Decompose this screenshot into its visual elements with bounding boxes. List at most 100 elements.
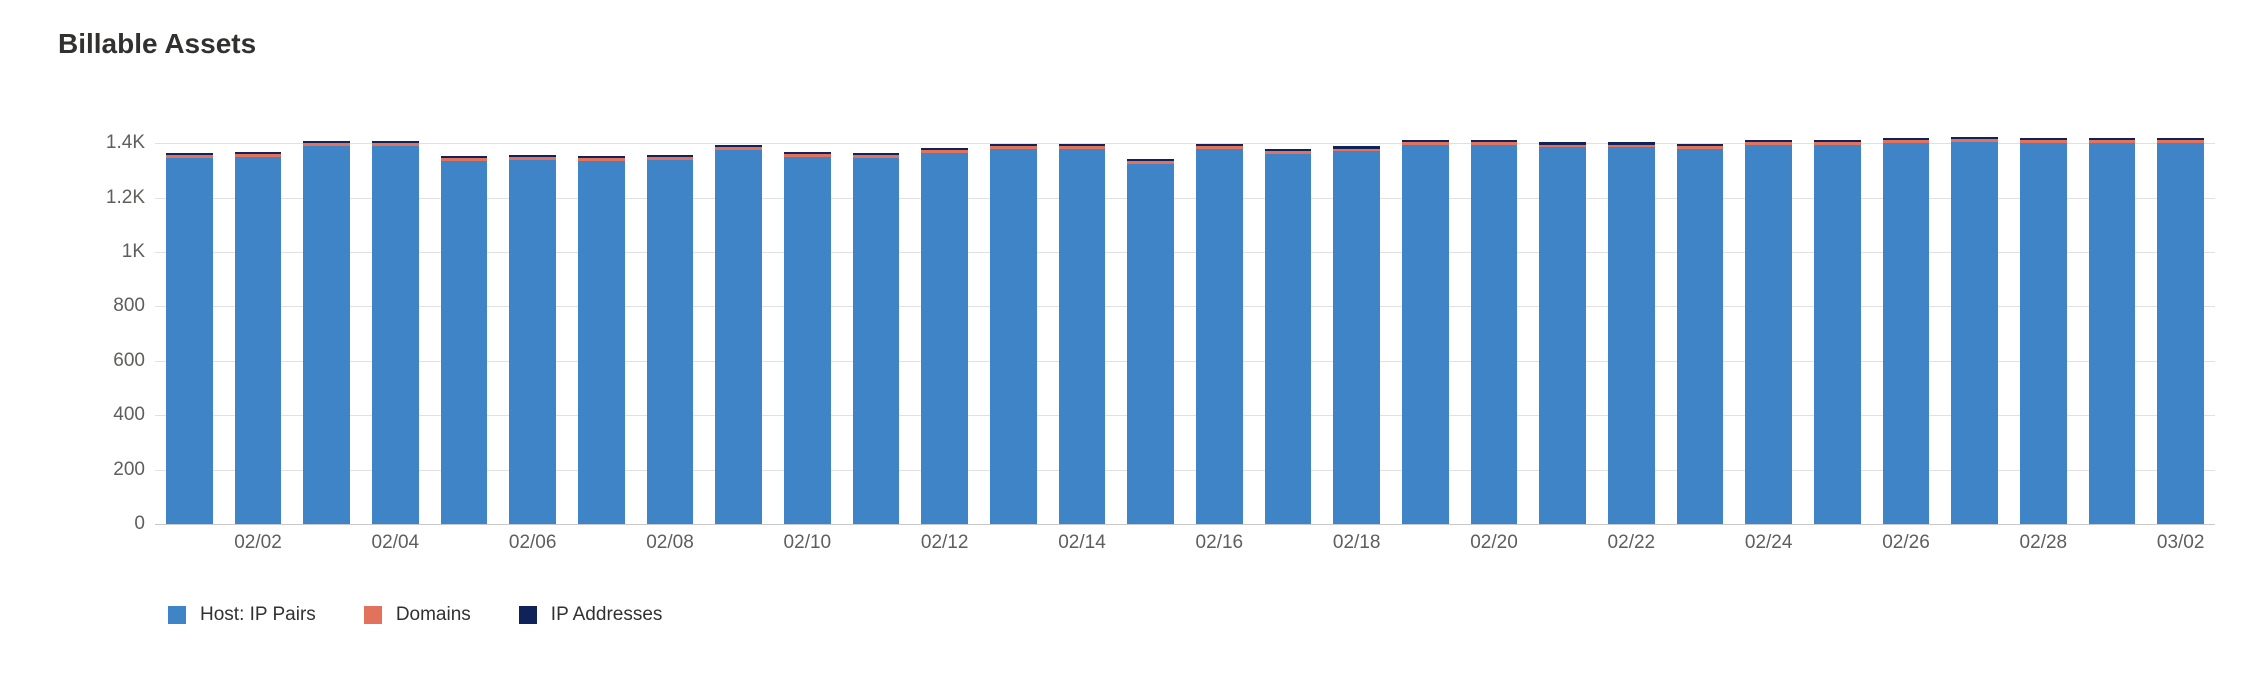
bar[interactable] [1471,116,1518,524]
legend-label: Domains [396,604,471,626]
bar-segment-domains [1196,146,1243,149]
bar[interactable] [1402,116,1449,524]
bar[interactable] [1265,116,1312,524]
bar-segment-ip-addresses [2020,138,2067,140]
bar[interactable] [1814,116,1861,524]
bar-segment-host-ip-pairs [990,149,1037,524]
legend: Host: IP Pairs Domains IP Addresses [168,604,710,626]
x-tick-label: 02/26 [1882,524,1930,554]
legend-item-ip-addresses[interactable]: IP Addresses [519,604,663,626]
bar-segment-domains [647,157,694,160]
bar-segment-domains [2089,140,2136,143]
bar-segment-host-ip-pairs [2157,143,2204,524]
bar-segment-host-ip-pairs [1127,164,1174,524]
bar-segment-domains [1539,145,1586,148]
bar-segment-ip-addresses [372,141,419,143]
x-tick-label: 02/18 [1333,524,1381,554]
bar-segment-domains [2020,140,2067,143]
x-tick-label: 02/02 [234,524,282,554]
y-tick-label: 800 [113,295,155,317]
bar-segment-ip-addresses [1265,149,1312,151]
legend-swatch [519,606,537,624]
bar[interactable] [1333,116,1380,524]
bar[interactable] [2157,116,2204,524]
bar[interactable] [853,116,900,524]
bar-segment-domains [1745,142,1792,145]
bar[interactable] [784,116,831,524]
bar-segment-domains [1883,140,1930,143]
y-tick-label: 1.2K [106,187,155,209]
bar-segment-ip-addresses [1127,159,1174,161]
bar-segment-ip-addresses [853,153,900,155]
bar-segment-domains [715,147,762,150]
bar-segment-domains [853,155,900,158]
bar-segment-ip-addresses [1745,140,1792,142]
bar[interactable] [509,116,556,524]
plot-area: 02004006008001K1.2K1.4K02/0202/0402/0602… [155,116,2215,524]
bar-segment-host-ip-pairs [1814,145,1861,524]
bar-segment-domains [921,150,968,153]
bar[interactable] [441,116,488,524]
bar[interactable] [578,116,625,524]
y-tick-label: 400 [113,404,155,426]
bar-segment-host-ip-pairs [1333,151,1380,524]
bar-segment-domains [990,146,1037,149]
bar-segment-domains [166,155,213,158]
bar-segment-domains [1402,142,1449,145]
bar[interactable] [1059,116,1106,524]
legend-item-domains[interactable]: Domains [364,604,471,626]
bar[interactable] [166,116,213,524]
bar[interactable] [1539,116,1586,524]
bar-segment-ip-addresses [1883,138,1930,140]
bar-segment-host-ip-pairs [1608,147,1655,524]
bar[interactable] [921,116,968,524]
bar[interactable] [372,116,419,524]
bar-segment-host-ip-pairs [441,161,488,524]
bar[interactable] [303,116,350,524]
bar[interactable] [1951,116,1998,524]
bar-segment-ip-addresses [303,141,350,143]
bar[interactable] [1608,116,1655,524]
y-tick-label: 1K [122,241,155,263]
bar-segment-ip-addresses [1333,146,1380,148]
bar-segment-ip-addresses [1402,140,1449,142]
legend-item-host-ip-pairs[interactable]: Host: IP Pairs [168,604,316,626]
legend-label: Host: IP Pairs [200,604,316,626]
bar[interactable] [235,116,282,524]
bar-segment-ip-addresses [1539,142,1586,144]
bar-segment-ip-addresses [1814,140,1861,142]
bar-segment-domains [235,154,282,157]
bar-segment-domains [1608,145,1655,148]
bar-segment-domains [509,157,556,160]
bar-segment-ip-addresses [509,155,556,157]
y-tick-label: 200 [113,459,155,481]
bar[interactable] [1677,116,1724,524]
bar[interactable] [1883,116,1930,524]
bar[interactable] [647,116,694,524]
bar[interactable] [1196,116,1243,524]
bar[interactable] [1127,116,1174,524]
bar[interactable] [2089,116,2136,524]
bar-segment-domains [1127,161,1174,164]
bar-segment-host-ip-pairs [1539,147,1586,524]
bar[interactable] [2020,116,2067,524]
bar-segment-host-ip-pairs [921,153,968,524]
bar-segment-host-ip-pairs [1883,143,1930,524]
bar-segment-ip-addresses [647,155,694,157]
bar-segment-ip-addresses [1471,140,1518,142]
y-tick-label: 600 [113,350,155,372]
x-tick-label: 02/10 [784,524,832,554]
bar[interactable] [1745,116,1792,524]
y-tick-label: 0 [134,513,155,535]
bar[interactable] [715,116,762,524]
bar-segment-domains [1677,146,1724,149]
x-tick-label: 02/24 [1745,524,1793,554]
bar-segment-ip-addresses [578,156,625,158]
bar-segment-ip-addresses [990,144,1037,146]
x-tick-label: 02/04 [372,524,420,554]
bar[interactable] [990,116,1037,524]
bar-segment-host-ip-pairs [784,157,831,524]
bar-segment-host-ip-pairs [715,150,762,524]
bar-segment-domains [1333,149,1380,152]
bar-segment-ip-addresses [784,152,831,154]
